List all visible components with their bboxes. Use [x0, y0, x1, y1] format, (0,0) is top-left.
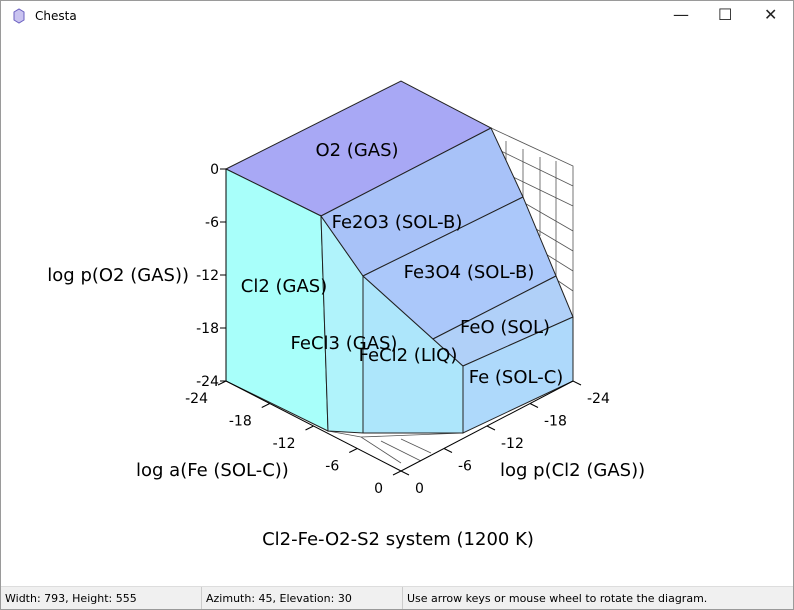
status-size: Width: 793, Height: 555 [1, 587, 202, 609]
region-label: Fe (SOL-C) [469, 367, 564, 388]
region-label: FeCl2 (LIQ) [359, 345, 458, 366]
tick-label: -12 [196, 268, 219, 284]
tick-mark [572, 380, 582, 386]
tick-label: -18 [544, 414, 567, 430]
x-axis-label: log a(Fe (SOL-C)) [136, 460, 289, 481]
tick-mark [261, 403, 270, 408]
maximize-button[interactable]: ☐ [718, 5, 733, 24]
tick-mark [392, 470, 402, 476]
tick-label: 0 [210, 162, 219, 178]
tick-label: -6 [205, 215, 219, 231]
z-axis-label: log p(O2 (GAS)) [47, 265, 189, 286]
tick-label: -18 [229, 414, 252, 430]
phase-regions [224, 80, 574, 434]
tick-mark [486, 425, 496, 431]
title-bar: Chesta — ☐ ✕ [1, 1, 793, 31]
back-grid [327, 127, 574, 464]
tick-mark [305, 425, 314, 431]
diagram[interactable]: O2 (GAS) Fe2O3 (SOL-B) Fe3O4 (SOL-B) FeO (S… [1, 31, 793, 586]
tick-mark [400, 470, 410, 476]
status-view: Azimuth: 45, Elevation: 30 [202, 587, 403, 609]
status-hint: Use arrow keys or mouse wheel to rotate … [407, 592, 708, 605]
tick-label: -6 [325, 459, 339, 475]
tick-label: 0 [415, 481, 424, 497]
tick-label: -24 [185, 391, 208, 407]
minimize-button[interactable]: — [673, 5, 689, 24]
region-label: Fe2O3 (SOL-B) [332, 212, 463, 233]
region-label: O2 (GAS) [315, 140, 398, 161]
tick-mark [529, 403, 539, 408]
tick-label: -18 [196, 321, 219, 337]
tick-mark [443, 448, 453, 453]
region-label: FeCl3 (GAS) [291, 333, 398, 354]
app-icon [13, 8, 25, 24]
tick-label: -12 [273, 436, 296, 452]
y-axis-label: log p(Cl2 (GAS)) [500, 460, 645, 481]
tick-mark [217, 380, 227, 386]
window-title: Chesta [35, 9, 77, 23]
region-label: Fe3O4 (SOL-B) [404, 262, 535, 283]
tick-label: -24 [587, 391, 610, 407]
tick-label: -24 [196, 374, 219, 390]
tick-label: 0 [374, 481, 383, 497]
tick-label: -12 [501, 436, 524, 452]
region-label: FeO (SOL) [460, 317, 550, 338]
tick-label: -6 [458, 459, 472, 475]
status-bar: Width: 793, Height: 555 Azimuth: 45, Ele… [1, 586, 793, 609]
diagram-title: Cl2-Fe-O2-S2 system (1200 K) [262, 529, 534, 550]
region-label: Cl2 (GAS) [241, 276, 327, 297]
tick-mark [349, 448, 358, 453]
close-button[interactable]: ✕ [764, 5, 778, 24]
